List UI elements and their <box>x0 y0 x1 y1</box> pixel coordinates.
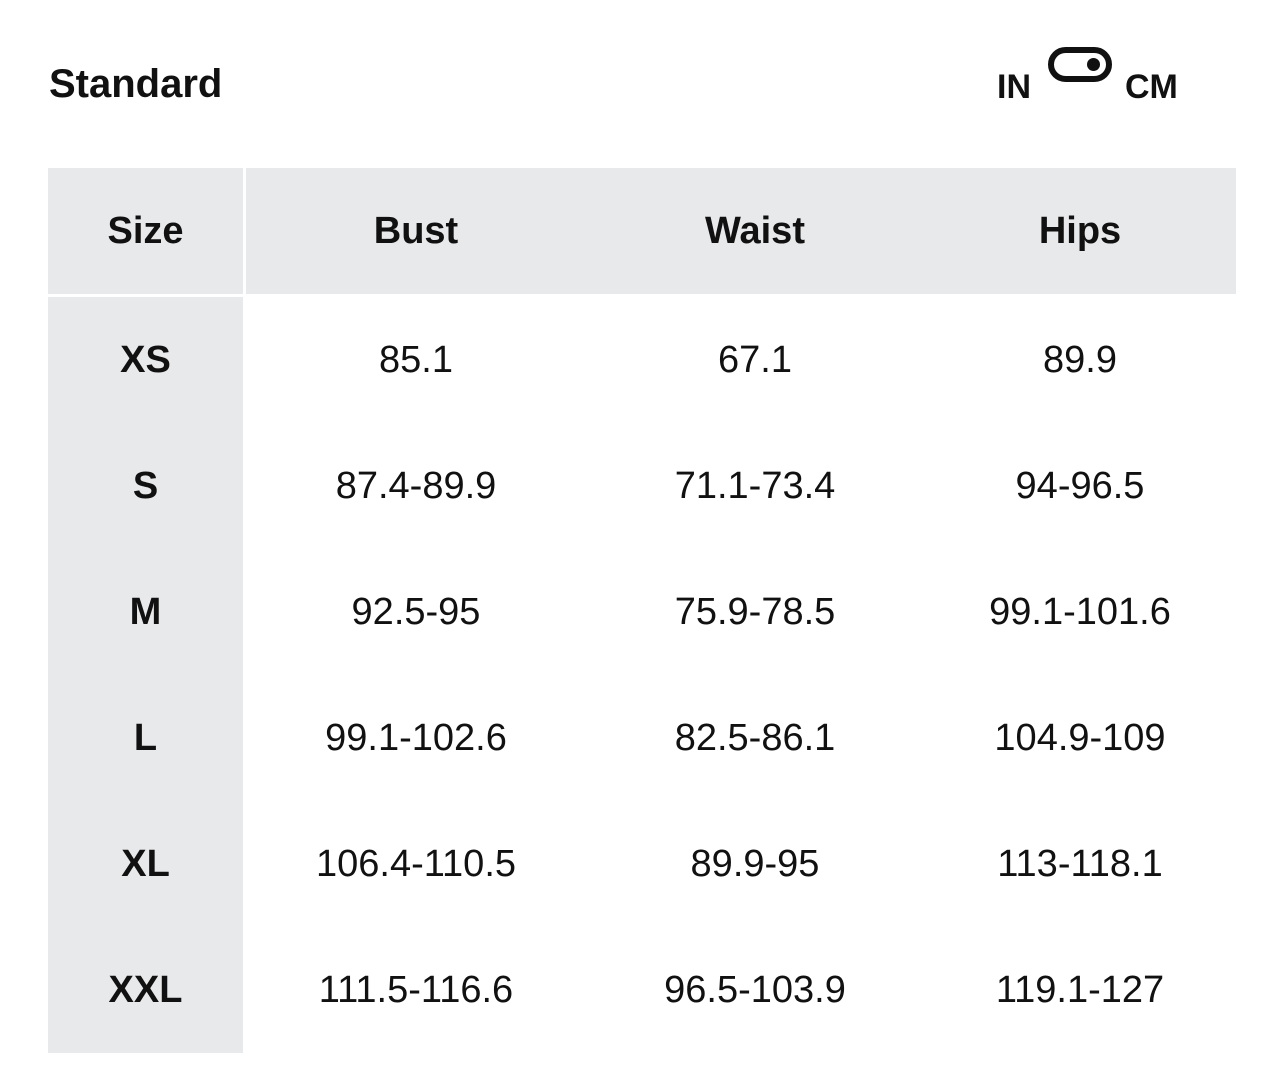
cell-bust: 99.1-102.6 <box>325 716 507 759</box>
table-row: L 99.1-102.6 82.5-86.1 104.9-109 <box>48 675 1236 801</box>
table-row: XL 106.4-110.5 89.9-95 113-118.1 <box>48 801 1236 927</box>
header-bust: Bust <box>246 168 586 297</box>
cell-hips: 94-96.5 <box>1015 464 1145 507</box>
table-row: M 92.5-95 75.9-78.5 99.1-101.6 <box>48 549 1236 675</box>
cell-waist: 96.5-103.9 <box>664 968 846 1011</box>
unit-label-cm[interactable]: CM <box>1125 68 1178 106</box>
cell-waist: 67.1 <box>718 338 792 381</box>
cell-size: L <box>48 675 246 801</box>
table-row: XXL 111.5-116.6 96.5-103.9 119.1-127 <box>48 927 1236 1053</box>
cell-bust: 92.5-95 <box>351 590 481 633</box>
cell-size: XS <box>48 297 246 423</box>
cell-bust: 106.4-110.5 <box>315 842 517 885</box>
cell-size: S <box>48 423 246 549</box>
cell-size: XXL <box>48 927 246 1053</box>
cell-hips: 99.1-101.6 <box>989 590 1171 633</box>
unit-label-in[interactable]: IN <box>997 68 1031 106</box>
size-table: Size Bust Waist Hips XS 85.1 67.1 89.9 S 87.4… <box>48 168 1236 1053</box>
cell-waist: 71.1-73.4 <box>674 464 836 507</box>
cell-bust: 85.1 <box>379 338 453 381</box>
header-waist: Waist <box>586 168 924 297</box>
table-row: XS 85.1 67.1 89.9 <box>48 297 1236 423</box>
toggle-knob <box>1087 58 1100 71</box>
cell-waist: 89.9-95 <box>690 842 820 885</box>
cell-hips: 113-118.1 <box>997 842 1163 885</box>
cell-hips: 104.9-109 <box>994 716 1166 759</box>
size-chart-title: Standard <box>49 62 223 106</box>
cell-size: XL <box>48 801 246 927</box>
unit-toggle-switch[interactable] <box>1048 47 1112 82</box>
table-header-row: Size Bust Waist Hips <box>48 168 1236 297</box>
cell-bust: 111.5-116.6 <box>318 968 514 1011</box>
cell-waist: 75.9-78.5 <box>674 590 836 633</box>
table-row: S 87.4-89.9 71.1-73.4 94-96.5 <box>48 423 1236 549</box>
cell-waist: 82.5-86.1 <box>674 716 836 759</box>
cell-bust: 87.4-89.9 <box>335 464 497 507</box>
header-size: Size <box>48 168 246 297</box>
cell-size: M <box>48 549 246 675</box>
cell-hips: 119.1-127 <box>995 968 1165 1011</box>
cell-hips: 89.9 <box>1043 338 1117 381</box>
header-hips: Hips <box>924 168 1236 297</box>
